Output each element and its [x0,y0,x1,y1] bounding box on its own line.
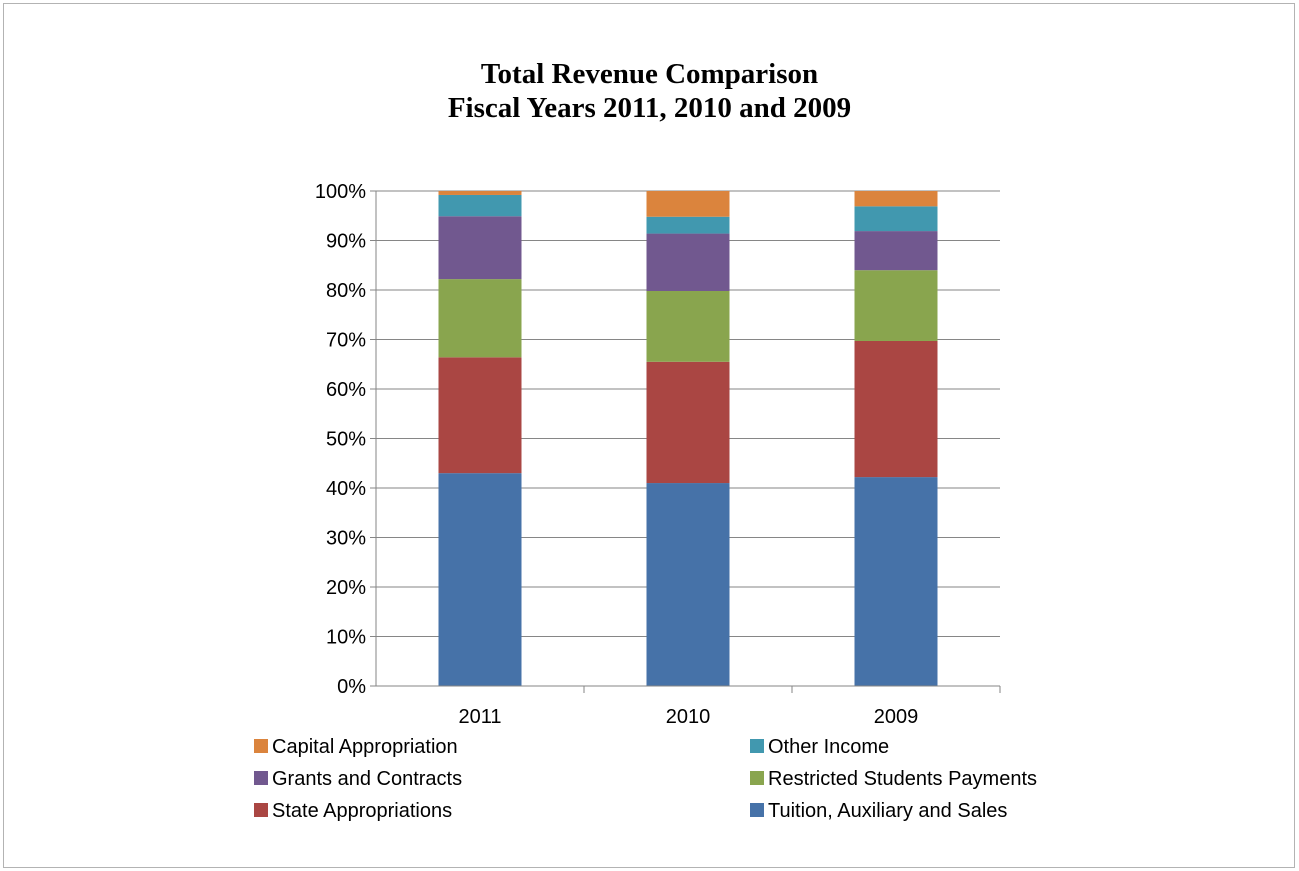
x-tick-label: 2009 [874,706,919,728]
legend-swatch [750,803,764,817]
legend-label: State Appropriations [272,800,452,822]
legend: Capital Appropriation Other Income Grants … [254,736,1037,822]
bar-other-income-2010 [646,216,730,234]
bar-capital-appropriation-2009 [854,191,938,207]
legend-swatch [254,771,268,785]
chart-title: Total Revenue Comparison [480,58,819,90]
bar-grants-and-contracts-2011 [438,216,522,280]
bar-other-income-2009 [854,206,938,232]
bar-tuition-auxiliary-and-sales-2009 [854,477,938,686]
y-tick-label: 100% [315,181,366,203]
bar-grants-and-contracts-2009 [854,231,938,271]
legend-item-state-appropriations: State Appropriations [254,800,452,822]
y-tick-label: 90% [326,231,366,253]
y-tick-label: 80% [326,280,366,302]
bar-tuition-auxiliary-and-sales-2011 [438,473,522,686]
legend-item-grants-and-contracts: Grants and Contracts [254,768,462,790]
legend-swatch [254,739,268,753]
bar-other-income-2011 [438,194,522,217]
bar-restricted-students-payments-2010 [646,290,730,362]
legend-label: Other Income [768,736,889,758]
legend-item-restricted-students-payments: Restricted Students Payments [750,768,1037,790]
x-tick-label: 2011 [458,706,501,728]
y-tick-label: 70% [326,330,366,352]
bar-tuition-auxiliary-and-sales-2010 [646,483,730,686]
bar-restricted-students-payments-2009 [854,270,938,341]
bar-state-appropriations-2011 [438,357,522,474]
legend-item-capital-appropriation: Capital Appropriation [254,736,458,758]
x-tick-labels: 2011 2010 2009 [458,706,918,728]
chart-subtitle: Fiscal Years 2011, 2010 and 2009 [447,92,852,124]
y-tick-label: 30% [326,528,366,550]
x-tick-label: 2010 [666,706,711,728]
y-tick-label: 50% [326,429,366,451]
bar-state-appropriations-2009 [854,340,938,478]
y-tick-label: 0% [337,676,366,698]
bar-capital-appropriation-2010 [646,191,730,217]
bars [438,191,938,686]
legend-label: Grants and Contracts [272,768,462,790]
y-tick-label: 60% [326,379,366,401]
legend-label: Tuition, Auxiliary and Sales [768,800,1007,822]
bar-grants-and-contracts-2010 [646,233,730,291]
legend-swatch [254,803,268,817]
legend-swatch [750,739,764,753]
bar-restricted-students-payments-2011 [438,279,522,358]
y-tick-labels: 0% 10% 20% 30% 40% 50% 60% 70% 80% 90% 100% [315,181,366,698]
y-tick-label: 40% [326,478,366,500]
legend-item-other-income: Other Income [750,736,889,758]
axes [370,190,1001,693]
y-tick-label: 10% [326,627,366,649]
legend-label: Capital Appropriation [272,736,458,758]
y-tick-label: 20% [326,577,366,599]
bar-state-appropriations-2010 [646,361,730,484]
legend-item-tuition-auxiliary-and-sales: Tuition, Auxiliary and Sales [750,800,1007,822]
legend-swatch [750,771,764,785]
bar-capital-appropriation-2011 [438,191,522,195]
legend-label: Restricted Students Payments [768,768,1037,790]
